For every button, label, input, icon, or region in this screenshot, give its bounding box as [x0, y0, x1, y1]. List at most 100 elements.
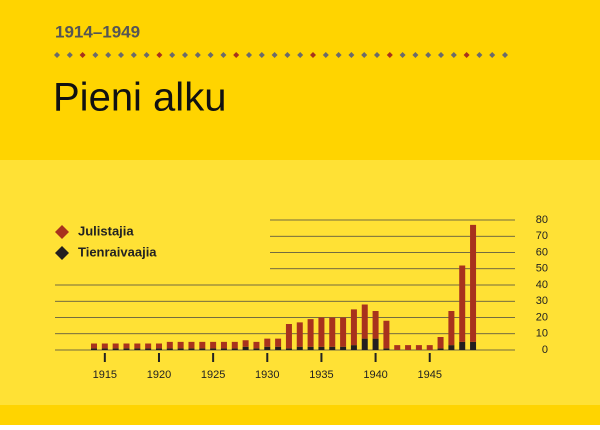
bar-segment	[372, 338, 379, 350]
y-tick-label: 70	[536, 230, 548, 242]
diamond	[322, 52, 329, 58]
bar-segment	[264, 346, 271, 350]
diamond	[246, 52, 252, 58]
diamond	[463, 52, 470, 58]
bar-segment	[459, 265, 466, 342]
x-tick-label: 1915	[93, 369, 117, 381]
bar-segment	[448, 345, 455, 350]
bar-segment	[361, 304, 368, 339]
bar-segment	[188, 348, 195, 350]
diamond	[66, 52, 73, 58]
diamond	[310, 52, 316, 58]
diamond	[348, 52, 355, 58]
y-tick-label: 50	[536, 263, 548, 275]
x-tick-label: 1925	[201, 369, 225, 381]
bar-segment	[242, 346, 249, 350]
legend-swatch	[55, 246, 69, 260]
diamond	[207, 52, 214, 58]
bar-segment	[177, 348, 184, 350]
bar-segment	[220, 341, 227, 349]
bar-segment	[437, 348, 444, 350]
diamond	[92, 52, 99, 58]
bar-segment	[231, 348, 238, 350]
bar-segment	[112, 348, 119, 350]
diamond	[258, 52, 265, 58]
y-tick-label: 0	[542, 344, 548, 356]
diamond	[182, 52, 188, 58]
bar-segment	[383, 348, 390, 350]
y-tick-label: 60	[536, 246, 548, 258]
diamond	[476, 52, 483, 58]
bar-segment	[231, 341, 238, 349]
bar-segment	[210, 348, 217, 350]
diamond	[130, 52, 137, 58]
legend-label: Tienraivaajia	[78, 244, 157, 259]
bar-segment	[318, 317, 325, 347]
bar-segment	[253, 341, 260, 349]
subtitle: 1914–1949	[55, 22, 140, 41]
bar-segment	[123, 348, 130, 350]
bar-segment	[220, 348, 227, 350]
x-tick-label: 1920	[147, 369, 171, 381]
bar-segment	[188, 341, 195, 349]
diamond	[335, 52, 342, 58]
bar-segment	[405, 345, 412, 350]
bar-segment	[285, 324, 292, 349]
bar-segment	[275, 346, 282, 350]
legend-swatch	[55, 225, 69, 239]
diamond	[450, 52, 457, 58]
bar-segment	[91, 343, 97, 349]
bar-segment	[134, 343, 141, 349]
bar-segment	[296, 346, 303, 350]
diamond	[297, 52, 304, 58]
bar-segment	[177, 341, 184, 349]
bar-segment	[264, 338, 271, 347]
bar-segment	[318, 346, 325, 350]
y-tick-label: 80	[536, 214, 548, 226]
x-tick-label: 1945	[417, 369, 441, 381]
bar-segment	[426, 345, 433, 350]
bar-segment	[340, 317, 347, 347]
bar-segment	[329, 317, 336, 347]
bar-segment	[253, 348, 260, 350]
bar-segment	[275, 338, 282, 347]
y-tick-label: 10	[536, 328, 548, 340]
diamond	[156, 52, 163, 58]
diamond	[271, 52, 278, 58]
diamond	[412, 52, 419, 58]
bar-segment	[285, 348, 292, 350]
diamond	[233, 52, 240, 58]
diamond	[502, 52, 508, 58]
diamond	[194, 52, 201, 58]
footer-band	[0, 405, 600, 425]
bar-segment	[296, 322, 303, 347]
x-tick-label: 1930	[255, 369, 279, 381]
y-tick-label: 20	[536, 311, 548, 323]
bar-segment	[350, 309, 357, 346]
bar-segment	[437, 337, 444, 349]
bar-segment	[470, 341, 477, 350]
bar-segment	[112, 343, 119, 349]
bar-segment	[307, 319, 314, 347]
legend-label: Julistajia	[78, 223, 134, 238]
bar-segment	[340, 346, 347, 350]
diamond	[438, 52, 444, 58]
decoration	[54, 52, 508, 58]
bar-segment	[166, 341, 173, 349]
bar-segment	[155, 343, 162, 349]
diamond	[169, 52, 176, 58]
bar-segment	[134, 348, 141, 350]
header-band	[0, 0, 600, 160]
bar-segment	[350, 345, 357, 350]
bar-segment	[242, 340, 249, 347]
bar-segment	[383, 320, 390, 349]
bar-segment	[210, 341, 217, 349]
diamond	[425, 52, 432, 58]
bar-segment	[123, 343, 130, 349]
bar-segment	[101, 343, 108, 349]
diamond	[374, 52, 380, 58]
bar-segment	[166, 348, 173, 350]
bar-segment	[199, 341, 206, 349]
